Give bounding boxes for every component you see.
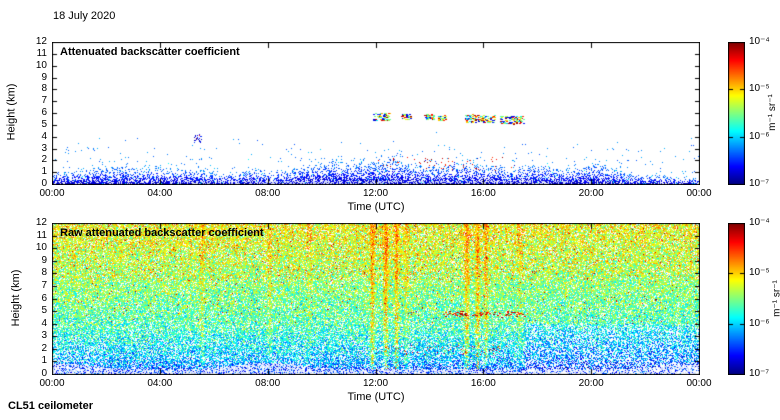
- x-tick-label: 00:00: [39, 378, 65, 389]
- colorbar-tick-label: 10⁻⁶: [749, 130, 770, 142]
- x-tick-label: 00:00: [39, 188, 65, 199]
- top-x-axis-label: Time (UTC): [347, 201, 405, 213]
- colorbar-tick-label: 10⁻⁵: [749, 267, 770, 279]
- x-tick-label: 00:00: [686, 188, 712, 199]
- x-tick-label: 08:00: [255, 188, 281, 199]
- y-tick-label: 0: [41, 178, 47, 189]
- y-tick-label: 4: [41, 130, 47, 142]
- y-tick-label: 10: [35, 242, 47, 254]
- x-tick-label: 16:00: [470, 188, 496, 199]
- instrument-label: CL51 ceilometer: [8, 400, 93, 412]
- y-tick-label: 11: [36, 47, 47, 59]
- y-tick-label: 12: [35, 217, 47, 228]
- x-tick-label: 16:00: [470, 378, 496, 389]
- x-tick-label: 12:00: [362, 378, 389, 389]
- y-tick-label: 10: [35, 59, 47, 71]
- y-tick-label: 7: [41, 95, 47, 107]
- y-tick-label: 3: [41, 142, 47, 154]
- top-colorbar-unit-label: m⁻¹ sr⁻¹: [767, 94, 778, 131]
- colorbar-tick-label: 10⁻⁶: [749, 317, 770, 329]
- date-label: 18 July 2020: [53, 10, 116, 22]
- y-tick-label: 8: [41, 83, 47, 95]
- y-tick-label: 1: [41, 166, 47, 178]
- colorbar-tick-label: 10⁻⁵: [749, 83, 770, 95]
- y-tick-label: 1: [41, 355, 47, 367]
- x-tick-label: 04:00: [147, 188, 173, 199]
- y-tick-label: 9: [41, 254, 47, 266]
- y-tick-label: 7: [41, 279, 47, 291]
- x-tick-label: 04:00: [147, 378, 173, 389]
- top-y-axis-label: Height (km): [5, 83, 18, 141]
- y-tick-label: 5: [41, 305, 47, 317]
- y-tick-label: 8: [41, 267, 47, 279]
- bottom-heatmap-canvas: [52, 223, 700, 375]
- y-tick-label: 12: [35, 36, 47, 47]
- x-tick-label: 20:00: [578, 378, 604, 389]
- y-tick-label: 5: [41, 118, 47, 130]
- bottom-x-axis-label: Time (UTC): [347, 391, 405, 403]
- top-heatmap-canvas: [52, 42, 700, 185]
- y-tick-label: 11: [36, 229, 47, 241]
- y-tick-label: 6: [41, 292, 47, 304]
- colorbar-tick-label: 10⁻⁷: [749, 178, 770, 189]
- y-tick-label: 0: [41, 368, 47, 379]
- x-tick-label: 12:00: [362, 188, 389, 199]
- y-tick-label: 3: [41, 330, 47, 342]
- bottom-panel-title: Raw attenuated backscatter coefficient: [60, 227, 264, 239]
- top-panel-title: Attenuated backscatter coefficient: [60, 46, 240, 58]
- colorbar-tick-label: 10⁻⁴: [749, 36, 770, 47]
- bottom-colorbar-unit-label: m⁻¹ sr⁻¹: [771, 280, 780, 317]
- colorbar-tick-label: 10⁻⁷: [749, 368, 770, 379]
- top-colorbar-canvas: [728, 42, 745, 185]
- y-tick-label: 9: [41, 71, 47, 83]
- x-tick-label: 20:00: [578, 188, 604, 199]
- colorbar-tick-label: 10⁻⁴: [749, 217, 770, 228]
- bottom-colorbar-canvas: [728, 223, 745, 375]
- x-tick-label: 08:00: [255, 378, 281, 389]
- y-tick-label: 6: [41, 107, 47, 118]
- y-tick-label: 4: [41, 317, 47, 329]
- y-tick-label: 2: [41, 154, 47, 166]
- y-tick-label: 2: [41, 342, 47, 354]
- x-tick-label: 00:00: [686, 378, 712, 389]
